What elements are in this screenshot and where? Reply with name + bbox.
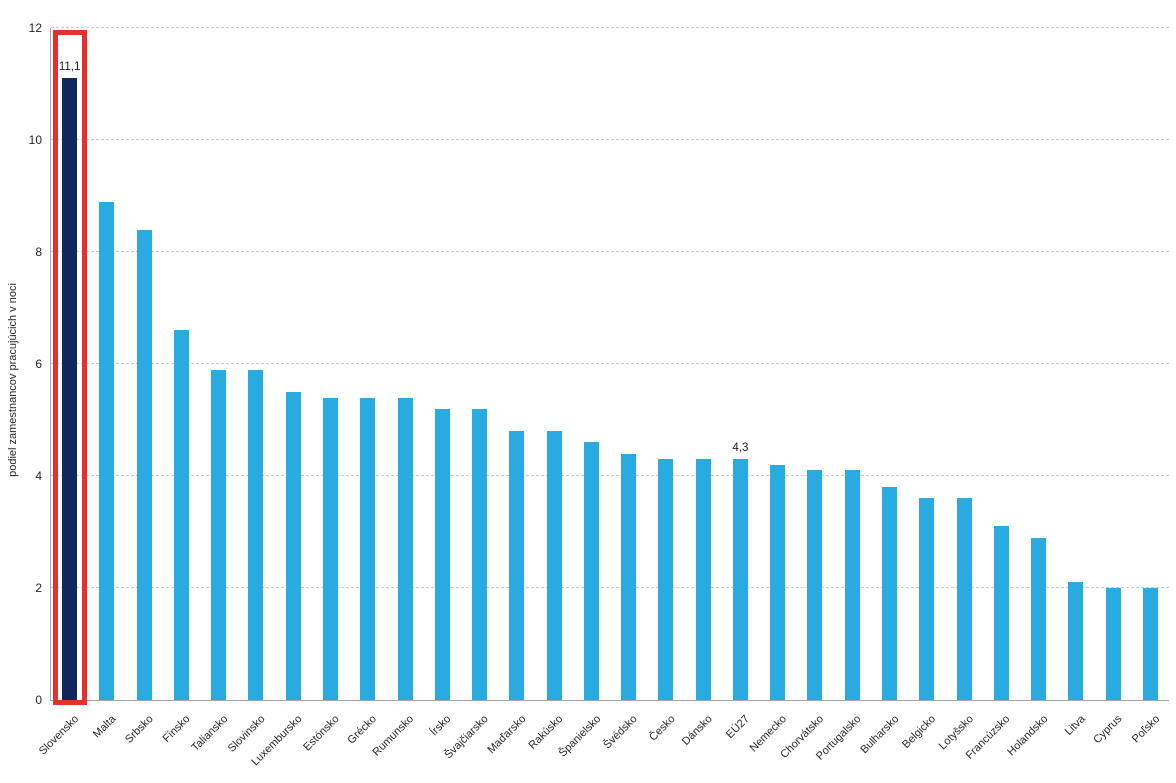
x-tick-label: Cyprus (1091, 713, 1125, 747)
x-tick-label: Poľsko (1129, 713, 1162, 746)
bar-value-label: 4,3 (732, 442, 749, 455)
y-tick-label: 6 (35, 357, 42, 371)
gridline-y12 (51, 27, 1169, 28)
gridline-y8 (51, 251, 1169, 252)
x-tick-label: Srbsko (122, 713, 156, 746)
x-tick-label: Malta (90, 713, 119, 741)
bar (583, 442, 599, 700)
bar (173, 330, 189, 700)
bar (546, 431, 562, 700)
x-tick-label: Belgicko (900, 713, 939, 751)
bar (882, 487, 897, 700)
gridline-y2 (51, 587, 1169, 588)
bar (509, 431, 525, 700)
bar (323, 397, 338, 700)
y-tick-label: 12 (28, 21, 42, 35)
y-tick-label: 8 (35, 245, 42, 259)
x-tick-label: Taliansko (189, 713, 231, 754)
gridline-y6 (51, 363, 1169, 364)
bar (621, 453, 637, 700)
y-axis-title: podiel zamestnancov pracujúcich v noci (7, 283, 19, 477)
x-tick-label: Fínsko (161, 713, 193, 745)
bar (732, 459, 748, 700)
bar (211, 369, 227, 700)
bar-value-label: 11,1 (58, 61, 81, 74)
bar (397, 397, 413, 700)
y-tick-label: 10 (28, 133, 42, 147)
bar (695, 459, 711, 700)
bar (360, 397, 376, 700)
bar (99, 201, 115, 700)
bar (956, 498, 972, 700)
x-tick-label: Grécko (345, 713, 380, 747)
bar (1142, 588, 1158, 700)
bar (844, 470, 860, 700)
x-tick-label: Maďarsko (485, 713, 529, 757)
bar (993, 526, 1009, 700)
plot-area: 11,1 4,3 (50, 27, 1169, 705)
gridline-y10 (51, 139, 1169, 140)
bar (1031, 537, 1047, 700)
highlight-box (52, 30, 87, 705)
bar (770, 464, 786, 700)
x-tick-label: EÚ27 (723, 713, 752, 741)
gridline-y4 (51, 475, 1169, 476)
x-tick-label: Dánsko (679, 713, 715, 748)
y-tick-label: 0 (35, 693, 42, 707)
bar (136, 229, 152, 700)
bar (1105, 588, 1121, 700)
y-tick-label: 2 (35, 581, 42, 595)
x-tick-label: Estónsko (301, 713, 342, 754)
bar (434, 408, 450, 700)
bar (62, 78, 78, 700)
bar (472, 408, 488, 700)
bar (1068, 582, 1084, 700)
y-tick-label: 4 (35, 469, 42, 483)
x-tick-label: Bulharsko (857, 713, 901, 757)
bar (285, 392, 301, 700)
x-tick-label: Česko (646, 713, 678, 744)
bar (807, 470, 823, 700)
x-tick-label: Slovensko (36, 713, 82, 758)
bar (658, 459, 674, 700)
x-tick-label: Írsko (428, 713, 454, 739)
bar (248, 369, 264, 700)
x-tick-label: Švédsko (601, 713, 641, 752)
x-tick-label: Litva (1062, 713, 1088, 738)
bar (919, 498, 935, 700)
x-tick-label: Rakúsko (526, 713, 566, 752)
